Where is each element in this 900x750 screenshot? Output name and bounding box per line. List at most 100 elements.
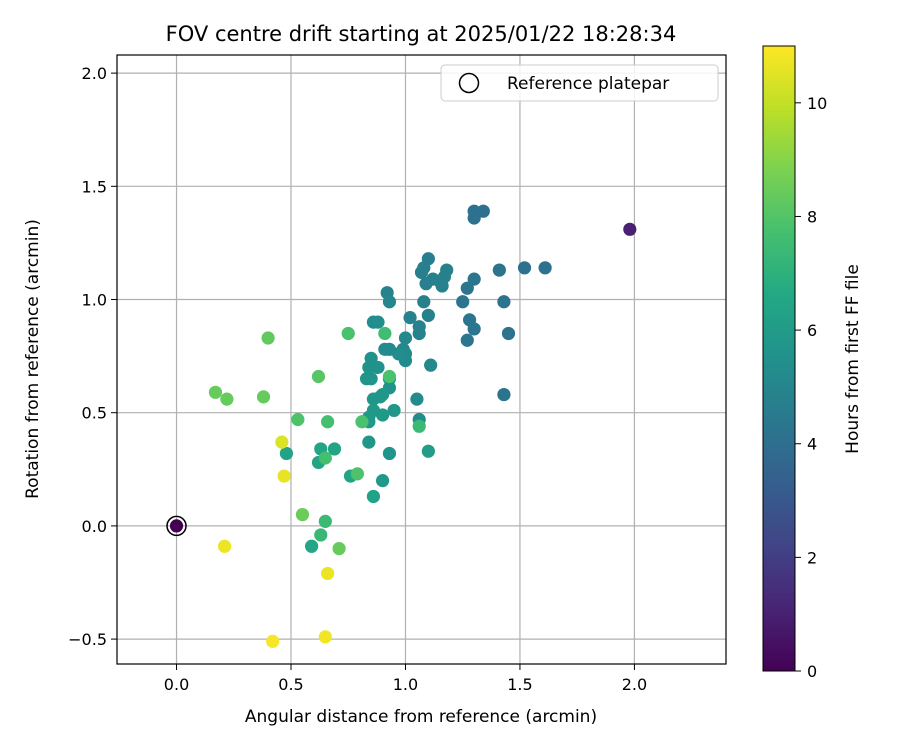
colorbar-tick-label: 2 bbox=[807, 548, 817, 567]
data-point bbox=[410, 392, 424, 406]
data-points bbox=[166, 204, 637, 648]
data-point bbox=[321, 415, 335, 429]
data-point bbox=[421, 308, 435, 322]
data-point bbox=[382, 446, 397, 461]
data-point bbox=[355, 415, 369, 429]
data-point bbox=[364, 372, 378, 386]
colorbar-tick-label: 8 bbox=[807, 207, 817, 226]
data-point bbox=[378, 326, 392, 341]
data-point bbox=[517, 261, 532, 275]
data-point bbox=[220, 392, 234, 406]
data-point bbox=[424, 358, 438, 372]
x-axis-label: Angular distance from reference (arcmin) bbox=[245, 707, 597, 727]
y-tick-label: 1.5 bbox=[82, 177, 107, 196]
chart-title: FOV centre drift starting at 2025/01/22 … bbox=[166, 22, 677, 46]
y-tick-label: 1.0 bbox=[82, 291, 107, 310]
colorbar-gradient bbox=[762, 45, 796, 672]
data-point bbox=[362, 435, 376, 449]
data-point bbox=[321, 566, 335, 581]
data-point bbox=[318, 630, 332, 644]
data-point bbox=[218, 539, 232, 553]
y-tick-label: 0.5 bbox=[82, 404, 107, 423]
data-point bbox=[318, 451, 332, 465]
data-point bbox=[375, 408, 390, 422]
data-point bbox=[266, 634, 280, 648]
data-point bbox=[295, 507, 310, 522]
data-point bbox=[456, 295, 470, 309]
legend: Reference platepar bbox=[440, 64, 719, 102]
y-axis-label: Rotation from reference (arcmin) bbox=[23, 219, 43, 499]
data-point bbox=[375, 474, 390, 488]
data-point bbox=[497, 387, 511, 402]
colorbar-ticks: 0 2 4 6 8 10 bbox=[795, 94, 827, 681]
data-point bbox=[435, 279, 449, 293]
data-point bbox=[208, 385, 223, 399]
data-point bbox=[538, 261, 552, 275]
data-point bbox=[305, 539, 319, 553]
data-point bbox=[417, 295, 431, 309]
data-point bbox=[497, 295, 511, 309]
x-tick-label: 0.5 bbox=[278, 675, 303, 694]
data-point bbox=[467, 322, 481, 336]
data-point bbox=[314, 528, 328, 542]
data-point bbox=[412, 326, 426, 341]
data-point bbox=[366, 489, 381, 504]
data-point bbox=[467, 272, 481, 286]
y-tick-label: 0.0 bbox=[82, 517, 107, 536]
data-point bbox=[382, 295, 397, 309]
x-tick-label: 0.0 bbox=[164, 675, 189, 694]
y-tick-label: −0.5 bbox=[68, 630, 107, 649]
y-axis-ticks: −0.5 0.0 0.5 1.0 1.5 2.0 bbox=[68, 64, 117, 649]
colorbar-tick-label: 10 bbox=[807, 94, 827, 113]
colorbar: 0 2 4 6 8 10 Hours from first FF file bbox=[762, 45, 863, 681]
x-tick-label: 1.5 bbox=[507, 675, 532, 694]
data-point bbox=[318, 514, 332, 528]
data-point bbox=[341, 326, 355, 341]
data-point bbox=[311, 369, 326, 384]
data-point bbox=[371, 315, 385, 329]
data-point bbox=[419, 277, 433, 291]
legend-label: Reference platepar bbox=[507, 74, 669, 94]
reference-marker-ring bbox=[166, 515, 187, 537]
x-tick-label: 1.0 bbox=[393, 675, 418, 694]
plot-frame bbox=[116, 54, 727, 665]
data-point bbox=[421, 444, 435, 458]
data-point bbox=[460, 333, 474, 347]
x-tick-label: 2.0 bbox=[622, 675, 647, 694]
data-point bbox=[350, 467, 364, 481]
data-point bbox=[261, 331, 275, 345]
legend-marker bbox=[458, 72, 480, 94]
data-point bbox=[403, 311, 417, 325]
data-point bbox=[332, 541, 346, 556]
data-point bbox=[327, 442, 342, 456]
data-point bbox=[623, 222, 637, 236]
colorbar-tick-label: 0 bbox=[807, 662, 817, 681]
data-point bbox=[387, 403, 401, 418]
data-point bbox=[279, 446, 294, 461]
data-point bbox=[378, 342, 392, 356]
colorbar-label: Hours from first FF file bbox=[843, 264, 863, 454]
reference-point bbox=[169, 519, 184, 533]
grid-lines bbox=[117, 55, 726, 664]
data-point bbox=[291, 412, 305, 427]
data-point bbox=[392, 347, 406, 361]
colorbar-tick-label: 4 bbox=[807, 435, 817, 454]
data-point bbox=[362, 360, 376, 375]
data-point bbox=[256, 390, 271, 404]
legend-box bbox=[440, 64, 719, 102]
data-point bbox=[375, 387, 390, 402]
data-point bbox=[412, 419, 426, 433]
y-tick-label: 2.0 bbox=[82, 64, 107, 83]
data-point bbox=[460, 281, 474, 295]
data-point bbox=[275, 435, 289, 449]
data-point bbox=[492, 263, 506, 277]
data-point bbox=[417, 261, 431, 275]
data-point bbox=[277, 469, 291, 483]
data-point bbox=[476, 204, 490, 218]
data-point bbox=[501, 326, 516, 341]
data-point bbox=[467, 211, 481, 225]
data-point bbox=[371, 360, 385, 375]
data-point bbox=[440, 263, 454, 277]
colorbar-tick-label: 6 bbox=[807, 321, 817, 340]
